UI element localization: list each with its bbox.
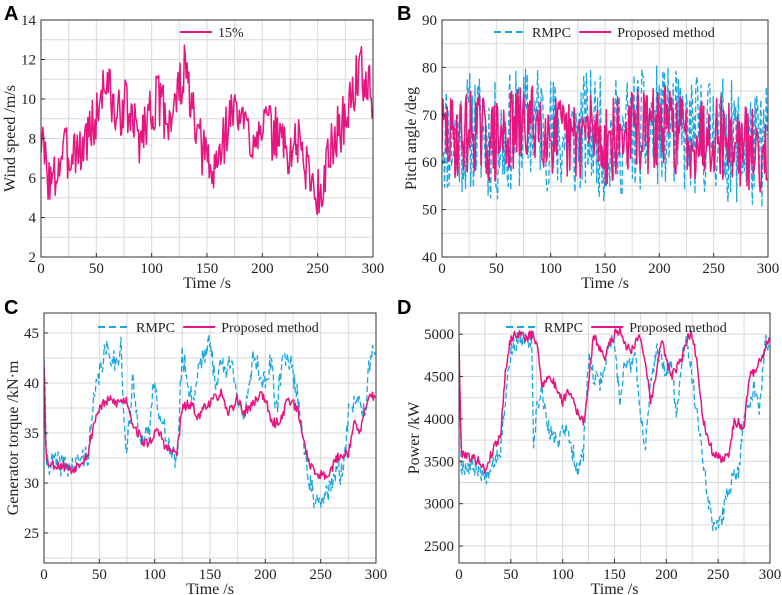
y-tick-label: 2500 (424, 539, 454, 555)
legend-label: Proposed method (221, 321, 319, 336)
series-line-rmpc (442, 65, 768, 208)
legend-label: RMPC (544, 321, 583, 336)
y-tick-label: 4 (29, 211, 37, 227)
x-tick-label: 250 (707, 567, 730, 583)
x-tick-label: 100 (143, 567, 166, 583)
x-tick-label: 100 (551, 567, 574, 583)
x-tick-label: 300 (362, 261, 385, 277)
y-tick-label: 70 (422, 108, 437, 124)
series-line-rmpc (459, 329, 770, 532)
x-axis-label: Time /s (183, 275, 231, 292)
legend-label: Proposed method (617, 26, 715, 41)
y-tick-label: 40 (24, 376, 39, 392)
y-tick-label: 30 (24, 476, 39, 492)
y-tick-label: 35 (24, 426, 39, 442)
y-tick-label: 6 (29, 171, 37, 187)
x-axis-label: Time /s (186, 581, 234, 595)
legend-label: Proposed method (629, 321, 727, 336)
x-tick-label: 0 (40, 567, 48, 583)
panel-letter: D (397, 297, 411, 319)
y-tick-label: 5000 (424, 327, 454, 343)
legend-label: RMPC (532, 26, 571, 41)
x-axis-label: Time /s (581, 275, 629, 292)
y-tick-label: 3000 (424, 497, 454, 513)
panel-letter: A (4, 3, 18, 25)
x-tick-label: 150 (594, 261, 617, 277)
chart-panel-a: 0 50 100 150 200 250 300 2 4 6 8 10 12 14 Time /s Wind … (2, 3, 384, 292)
x-tick-label: 300 (759, 567, 782, 583)
y-tick-label: 4000 (424, 412, 454, 428)
x-tick-label: 200 (251, 261, 274, 277)
x-tick-label: 0 (438, 261, 446, 277)
x-tick-label: 0 (455, 567, 463, 583)
y-axis-label: Wind speed /m/s (2, 85, 19, 192)
x-tick-label: 200 (648, 261, 671, 277)
y-tick-label: 14 (21, 13, 37, 29)
panel-letter: B (397, 3, 411, 25)
chart-panel-d: 0 50 100 150 200 250 300 2500 3000 3500 4000 4500 50… (397, 297, 781, 595)
series-line-proposed-method (459, 326, 770, 474)
chart-panel-b: 0 50 100 150 200 250 300 40 50 60 70 80 90 Time /s Pit… (397, 3, 779, 292)
x-tick-label: 100 (539, 261, 562, 277)
x-tick-label: 0 (37, 261, 45, 277)
series-line-proposed-method (44, 365, 376, 480)
y-axis-label: Power /kW (406, 401, 423, 474)
y-tick-label: 8 (29, 132, 37, 148)
y-tick-label: 50 (422, 203, 437, 219)
y-tick-label: 3500 (424, 454, 454, 470)
chart-panel-c: 0 50 100 150 200 250 300 25 30 35 40 45 Time /s Gener… (4, 297, 387, 595)
x-axis-label: Time /s (591, 581, 639, 595)
x-tick-label: 50 (503, 567, 518, 583)
y-tick-label: 90 (422, 13, 437, 29)
legend-label: 15% (218, 26, 244, 41)
y-tick-label: 4500 (424, 370, 454, 386)
series-line-15- (41, 44, 373, 216)
x-tick-label: 250 (702, 261, 725, 277)
x-tick-label: 150 (603, 567, 626, 583)
x-tick-label: 200 (655, 567, 678, 583)
y-tick-label: 12 (21, 53, 36, 69)
y-tick-label: 80 (422, 60, 437, 76)
x-tick-label: 100 (140, 261, 163, 277)
x-tick-label: 50 (92, 567, 107, 583)
x-tick-label: 50 (89, 261, 104, 277)
y-axis-label: Generator torque /kN·m (5, 360, 22, 515)
y-tick-label: 2 (29, 250, 37, 266)
y-tick-label: 10 (21, 92, 36, 108)
y-axis-label: Pitch angle /deg (403, 87, 420, 190)
y-tick-label: 40 (422, 250, 437, 266)
x-tick-label: 150 (199, 567, 222, 583)
x-tick-label: 50 (489, 261, 504, 277)
legend-label: RMPC (136, 321, 175, 336)
y-tick-label: 45 (24, 326, 39, 342)
series-line-rmpc (44, 333, 376, 509)
x-tick-label: 200 (254, 567, 277, 583)
x-tick-label: 300 (365, 567, 388, 583)
panel-letter: C (4, 297, 18, 319)
x-tick-label: 250 (306, 261, 329, 277)
x-tick-label: 250 (309, 567, 332, 583)
y-tick-label: 60 (422, 155, 437, 171)
x-tick-label: 150 (196, 261, 219, 277)
x-tick-label: 300 (757, 261, 780, 277)
y-tick-label: 25 (24, 526, 39, 542)
series-line-proposed-method (442, 84, 768, 193)
